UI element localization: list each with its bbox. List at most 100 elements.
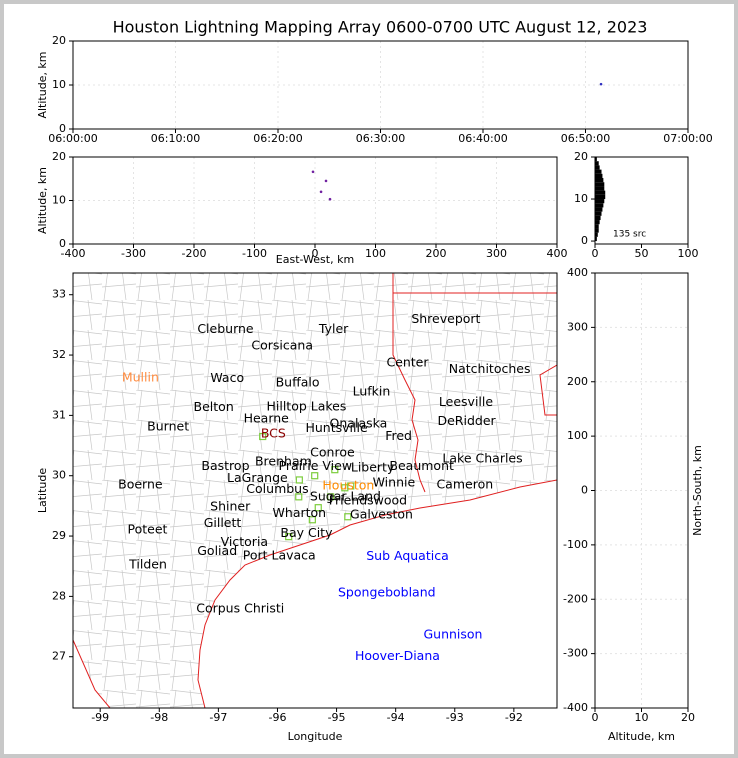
y-tick-label: 33 [52, 288, 66, 301]
city-label: Corsicana [251, 338, 313, 353]
city-label: BCS [261, 426, 286, 441]
land [73, 273, 557, 708]
annotation: 135 src [613, 230, 646, 240]
x-tick-label: 100 [365, 247, 386, 260]
y-axis-label: Latitude [36, 468, 49, 514]
y-tick-label: 400 [567, 266, 588, 279]
histogram-bar [595, 228, 599, 233]
histogram-bar [595, 232, 598, 237]
city-label: Goliad [197, 543, 237, 558]
city-label: Gunnison [423, 626, 482, 641]
y-axis-label: Altitude, km [36, 167, 49, 234]
city-label: Corpus Christi [196, 601, 284, 616]
x-tick-label: -94 [387, 711, 405, 724]
x-tick-label: 50 [635, 247, 649, 260]
city-label: Port Lavaca [243, 547, 316, 562]
city-label: Winnie [373, 474, 416, 489]
city-label: Friendswood [329, 493, 407, 508]
coastline [197, 479, 557, 708]
city-label: Houston [322, 477, 374, 492]
y-tick-label: -100 [563, 538, 588, 551]
histogram-bar [595, 161, 599, 166]
source-point [324, 179, 328, 183]
city-label: Huntsville [305, 420, 367, 435]
city-label: Beaumont [389, 458, 454, 473]
city-label: Mullin [122, 369, 159, 384]
station-marker [331, 466, 339, 474]
x-tick-label: -99 [91, 711, 109, 724]
x-tick-label: -300 [121, 247, 146, 260]
y-tick-label: 20 [52, 34, 66, 47]
city-label: DeRidder [437, 413, 496, 428]
y-axis-label: Altitude, km [36, 51, 49, 118]
x-tick-label: 06:50:00 [561, 132, 610, 145]
plot-frame [72, 272, 558, 709]
station-marker [314, 504, 322, 512]
x-tick-label: 06:40:00 [458, 132, 507, 145]
histogram-bar [595, 199, 605, 204]
station-marker [285, 533, 293, 541]
city-label: Poteet [127, 522, 167, 537]
y-tick-label: 10 [52, 78, 66, 91]
x-tick-label: 06:20:00 [253, 132, 302, 145]
city-label: Waco [210, 370, 244, 385]
x-tick-label: 0 [592, 711, 599, 724]
x-axis-label: Altitude, km [608, 730, 675, 743]
y-tick-label: 10 [574, 192, 588, 205]
histogram-bar [595, 224, 599, 229]
y-tick-label: -400 [563, 701, 588, 714]
y-tick-label: 30 [52, 469, 66, 482]
histogram-bar [595, 207, 603, 212]
state-border [392, 273, 426, 493]
city-label: Center [386, 354, 429, 369]
station-marker [259, 432, 267, 441]
x-tick-label: -95 [328, 711, 346, 724]
x-tick-label: 400 [547, 247, 568, 260]
station-marker [295, 493, 303, 501]
city-label: Wharton [273, 505, 327, 520]
source-point [599, 82, 603, 86]
y-tick-label: 27 [52, 650, 66, 663]
histogram-bar [595, 211, 602, 216]
city-label: Victoria [221, 534, 268, 549]
city-label: Brenham [255, 453, 312, 468]
city-label: Leesville [439, 394, 493, 409]
y-tick-label: 0 [59, 237, 66, 250]
x-tick-label: 0 [312, 247, 319, 260]
city-label: Shiner [210, 499, 251, 514]
histogram-bar [595, 157, 597, 162]
x-tick-label: 10 [635, 711, 649, 724]
city-label: Shreveport [411, 311, 480, 326]
histogram-bar [595, 190, 606, 195]
station-marker [344, 513, 352, 521]
y-tick-label: 29 [52, 529, 66, 542]
city-label: Sugar Land [310, 488, 381, 503]
x-axis-label: Longitude [288, 730, 343, 743]
x-tick-label: -92 [505, 711, 523, 724]
station-marker [308, 516, 316, 524]
source-point [311, 170, 315, 174]
x-tick-label: -96 [268, 711, 286, 724]
y-tick-label: 0 [581, 484, 588, 497]
y-tick-label: 200 [567, 375, 588, 388]
histogram-bar [595, 178, 604, 183]
x-tick-label: -97 [209, 711, 227, 724]
city-label: Spongebobland [338, 584, 436, 599]
city-label: Columbus [246, 481, 308, 496]
y-tick-label: 20 [52, 150, 66, 163]
y-axis-label: North-South, km [691, 445, 704, 536]
city-label: Prairie View [279, 458, 353, 473]
city-label: Hearne [244, 411, 290, 426]
y-tick-label: 32 [52, 348, 66, 361]
y-tick-label: 31 [52, 408, 66, 421]
city-label: Gillett [204, 515, 242, 530]
x-tick-label: 0 [592, 247, 599, 260]
y-tick-label: 28 [52, 589, 66, 602]
city-label: Onalaska [330, 415, 388, 430]
state-border [73, 292, 557, 708]
x-tick-label: -93 [446, 711, 464, 724]
city-label: Burnet [147, 418, 189, 433]
city-label: Bay City [280, 525, 333, 540]
